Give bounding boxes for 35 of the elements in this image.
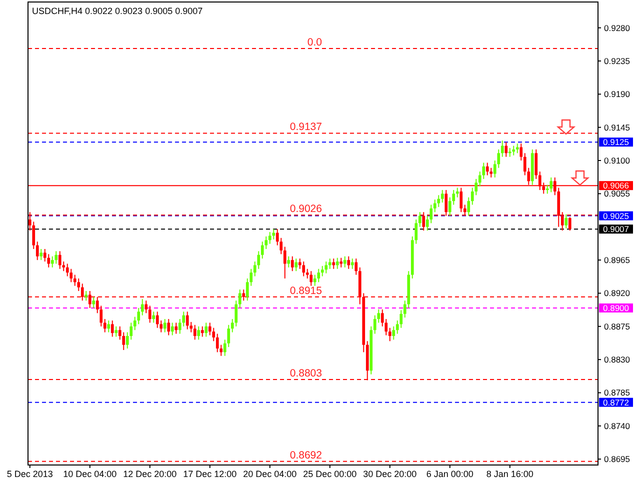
ref-line-label: 0.8900 — [603, 302, 630, 313]
ref-line-label: 0.9066 — [603, 180, 630, 191]
ref-line-label: 0.8772 — [603, 397, 630, 408]
y-tick-label: 0.9190 — [604, 89, 630, 100]
ref-line-label: 0.9007 — [603, 224, 630, 234]
annotation: 0.9026 — [290, 203, 322, 216]
x-tick-label: 8 Jan 16:00 — [486, 469, 534, 479]
y-tick-label: 0.8695 — [604, 454, 630, 464]
x-tick-label: 17 Dec 12:00 — [183, 469, 237, 479]
x-tick-label: 20 Dec 04:00 — [243, 469, 297, 479]
y-tick-label: 0.9145 — [604, 122, 630, 132]
y-tick-label: 0.9235 — [604, 56, 630, 66]
y-tick-label: 0.8740 — [604, 420, 630, 431]
y-tick-label: 0.8830 — [604, 354, 630, 365]
y-tick-label: 0.9100 — [604, 155, 630, 166]
annotation: 0.8803 — [290, 367, 322, 380]
x-tick-label: 30 Dec 20:00 — [363, 469, 417, 479]
x-tick-label: 10 Dec 04:00 — [63, 469, 117, 479]
y-tick-label: 0.8965 — [604, 255, 630, 266]
annotation: 0.8915 — [290, 284, 322, 297]
annotation: 0.8692 — [290, 449, 322, 462]
annotation: 0.0 — [307, 36, 322, 48]
y-tick-label: 0.9280 — [604, 22, 630, 33]
x-tick-label: 25 Dec 00:00 — [303, 469, 357, 479]
y-tick-label: 0.8920 — [604, 288, 630, 298]
x-tick-label: 5 Dec 2013 — [6, 469, 53, 479]
x-tick-label: 6 Jan 00:00 — [426, 469, 474, 479]
annotation: 0.9137 — [290, 121, 322, 134]
ref-line-label: 0.9025 — [603, 210, 630, 221]
chart-title: USDCHF,H4 0.9022 0.9023 0.9005 0.9007 — [32, 6, 203, 16]
x-tick-label: 12 Dec 20:00 — [123, 469, 177, 479]
y-tick-label: 0.8875 — [604, 321, 630, 332]
y-tick-label: 0.8785 — [604, 388, 630, 398]
y-tick-label: 0.9055 — [604, 188, 630, 199]
ref-line-label: 0.9125 — [603, 137, 630, 148]
